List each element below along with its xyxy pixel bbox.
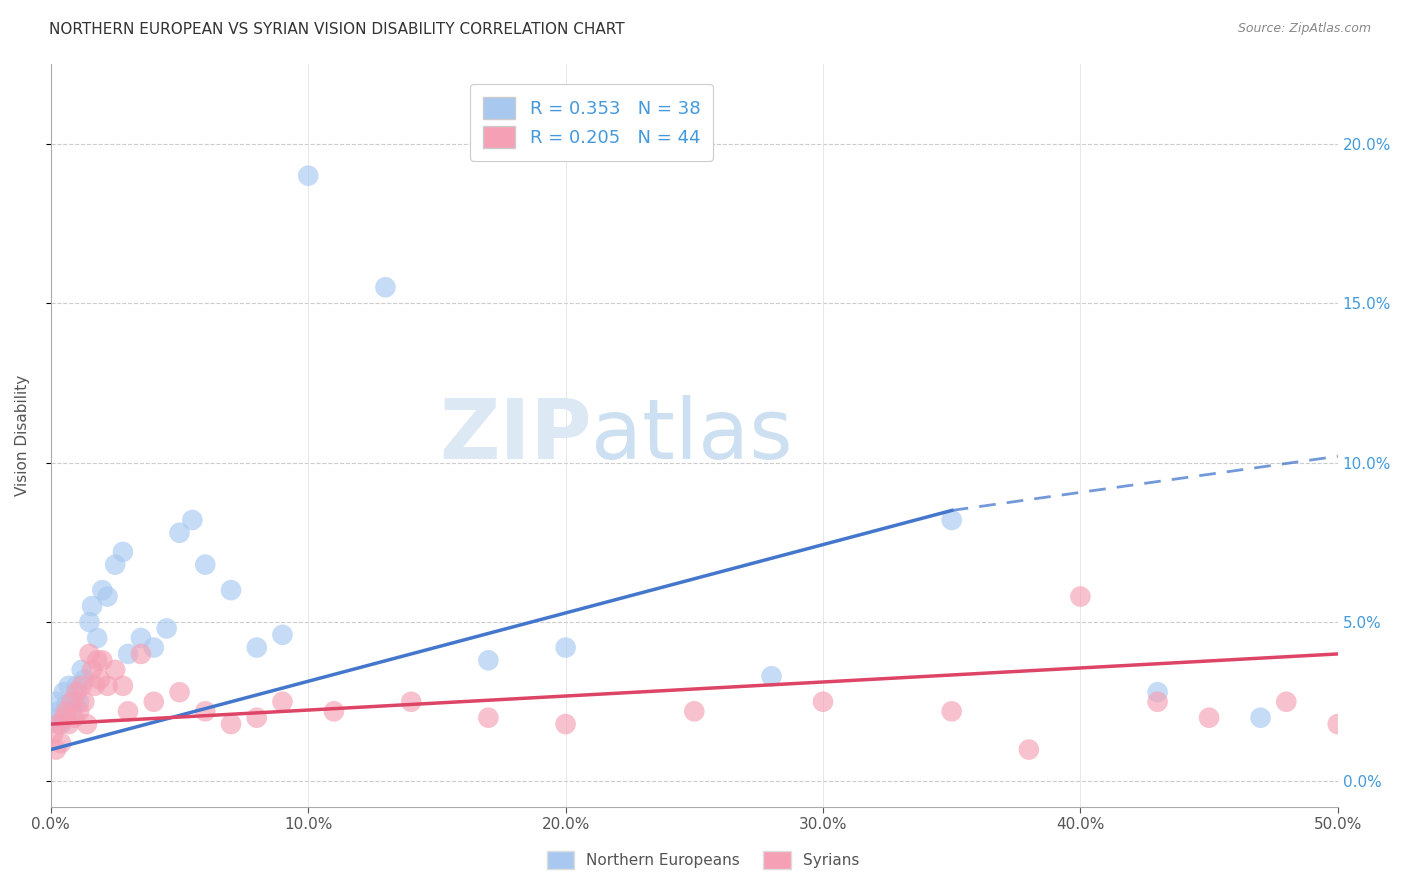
Point <box>941 704 963 718</box>
Point <box>76 717 98 731</box>
Point <box>117 704 139 718</box>
Point <box>48 704 70 718</box>
Point <box>45 695 67 709</box>
Point <box>142 695 165 709</box>
Point <box>1146 685 1168 699</box>
Point <box>194 558 217 572</box>
Point <box>52 711 75 725</box>
Point <box>55 704 77 718</box>
Text: atlas: atlas <box>592 395 793 476</box>
Point <box>58 717 80 731</box>
Point <box>65 685 87 699</box>
Point <box>219 583 242 598</box>
Point <box>52 685 75 699</box>
Point <box>89 673 111 687</box>
Point <box>271 695 294 709</box>
Point <box>297 169 319 183</box>
Point <box>67 704 90 718</box>
Point <box>1326 717 1348 731</box>
Point <box>60 695 83 709</box>
Point <box>246 640 269 655</box>
Point <box>91 653 114 667</box>
Point <box>111 545 134 559</box>
Point <box>70 663 93 677</box>
Point <box>60 704 83 718</box>
Point <box>80 663 103 677</box>
Point <box>86 631 108 645</box>
Point <box>104 663 127 677</box>
Point <box>67 695 90 709</box>
Point <box>49 717 72 731</box>
Point <box>73 695 96 709</box>
Point <box>374 280 396 294</box>
Point <box>79 647 101 661</box>
Point <box>399 695 422 709</box>
Legend: Northern Europeans, Syrians: Northern Europeans, Syrians <box>541 845 865 875</box>
Point <box>91 583 114 598</box>
Point <box>323 704 346 718</box>
Point <box>181 513 204 527</box>
Point <box>941 513 963 527</box>
Point <box>271 628 294 642</box>
Point <box>761 669 783 683</box>
Point <box>45 742 67 756</box>
Point <box>117 647 139 661</box>
Point <box>58 679 80 693</box>
Point <box>554 640 576 655</box>
Point <box>80 599 103 613</box>
Point <box>683 704 706 718</box>
Point <box>156 622 179 636</box>
Point <box>554 717 576 731</box>
Point <box>49 736 72 750</box>
Point <box>70 679 93 693</box>
Point <box>477 653 499 667</box>
Point <box>73 673 96 687</box>
Point <box>48 717 70 731</box>
Point <box>169 525 191 540</box>
Point <box>129 647 152 661</box>
Point <box>83 679 105 693</box>
Point <box>1018 742 1040 756</box>
Point <box>1198 711 1220 725</box>
Point <box>111 679 134 693</box>
Point <box>63 695 86 709</box>
Point <box>63 711 86 725</box>
Point <box>811 695 834 709</box>
Point <box>1275 695 1298 709</box>
Point <box>55 698 77 712</box>
Text: NORTHERN EUROPEAN VS SYRIAN VISION DISABILITY CORRELATION CHART: NORTHERN EUROPEAN VS SYRIAN VISION DISAB… <box>49 22 624 37</box>
Point <box>104 558 127 572</box>
Point <box>65 679 87 693</box>
Y-axis label: Vision Disability: Vision Disability <box>15 375 30 496</box>
Point <box>86 653 108 667</box>
Text: Source: ZipAtlas.com: Source: ZipAtlas.com <box>1237 22 1371 36</box>
Point <box>129 631 152 645</box>
Legend: R = 0.353   N = 38, R = 0.205   N = 44: R = 0.353 N = 38, R = 0.205 N = 44 <box>470 84 713 161</box>
Point <box>96 590 118 604</box>
Point <box>79 615 101 629</box>
Point <box>246 711 269 725</box>
Point <box>1250 711 1272 725</box>
Point <box>142 640 165 655</box>
Point <box>1146 695 1168 709</box>
Point <box>194 704 217 718</box>
Point <box>96 679 118 693</box>
Point <box>477 711 499 725</box>
Point <box>169 685 191 699</box>
Text: ZIP: ZIP <box>439 395 592 476</box>
Point <box>219 717 242 731</box>
Point <box>1069 590 1091 604</box>
Point <box>42 726 65 740</box>
Point <box>42 711 65 725</box>
